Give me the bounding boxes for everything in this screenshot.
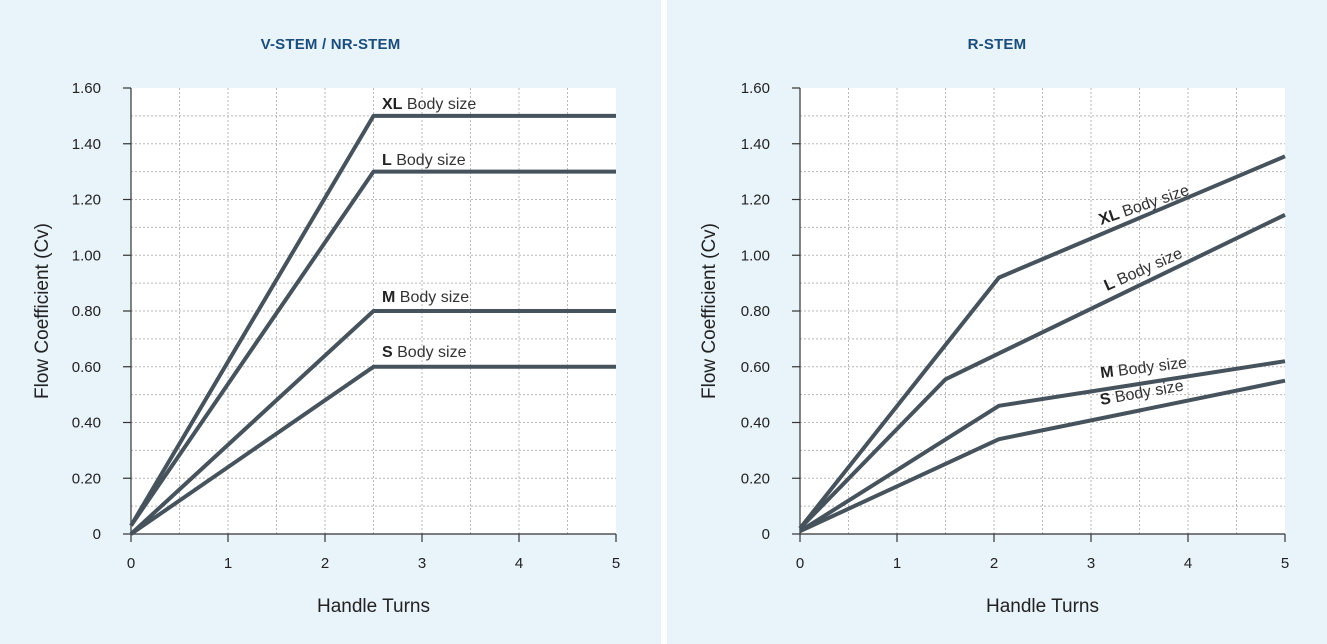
y-tick-label: 0.20 — [72, 470, 101, 487]
series-line-s — [129, 364, 616, 536]
chart-panel-r-stem: R-STEM 0 0.20 0.40 0.60 0.80 1.00 1.20 1.40 1.60… — [667, 0, 1327, 644]
x-tick-label: 5 — [1281, 555, 1289, 572]
y-tick-label: 0.20 — [741, 470, 770, 487]
series-label-m: M Body size — [382, 289, 469, 306]
y-axis-label: Flow Coefficient (Cv) — [699, 223, 720, 399]
series-label-xl: XL Body size — [382, 96, 476, 113]
y-tick-label: 1.60 — [741, 80, 770, 97]
y-tick-label: 0 — [93, 526, 101, 543]
y-tick-label: 1.00 — [741, 247, 770, 264]
x-tick-label: 3 — [418, 555, 426, 572]
series-size-label: M — [1099, 363, 1114, 381]
y-tick-label: 0.80 — [72, 303, 101, 320]
chart-title: V-STEM / NR-STEM — [260, 36, 401, 53]
chart-panel-v-stem: V-STEM / NR-STEM 0 0.20 0.40 0.60 0.80 1.00 1.… — [0, 0, 661, 644]
chart-title: R-STEM — [967, 36, 1027, 53]
series-label-s: S Body size — [382, 344, 467, 361]
x-tick-label: 3 — [1087, 555, 1095, 572]
series-size-label: S — [382, 344, 393, 361]
series-line-s — [799, 378, 1286, 534]
series-line-l — [129, 169, 616, 527]
series-line-l — [798, 213, 1286, 530]
x-tick-label: 2 — [321, 555, 329, 572]
series-line-m — [798, 359, 1286, 533]
line-chart-v-stem: 0 0.20 0.40 0.60 0.80 1.00 1.20 1.40 1.60 0 1 2 3 4 5 H… — [32, 80, 620, 617]
series-name-label: Body size — [402, 96, 476, 113]
y-tick-label: 1.60 — [72, 80, 101, 97]
x-tick-label: 2 — [990, 555, 998, 572]
x-axis-label: Handle Turns — [317, 596, 430, 617]
series-size-label: XL — [1097, 206, 1122, 229]
x-tick-label: 0 — [127, 555, 135, 572]
y-tick-label: 0.40 — [741, 415, 770, 432]
x-tick-label: 0 — [796, 555, 804, 572]
series-size-label: L — [382, 152, 392, 169]
series-line-xl — [798, 154, 1286, 530]
x-tick-label: 1 — [224, 555, 232, 572]
y-tick-label: 0.40 — [72, 415, 101, 432]
y-tick-label: 0 — [762, 526, 770, 543]
series-name-label: Body size — [392, 152, 466, 169]
series-size-label: M — [382, 289, 395, 306]
x-tick-label: 1 — [893, 555, 901, 572]
x-tick-label: 5 — [612, 555, 620, 572]
x-tick-label: 4 — [1184, 555, 1192, 572]
series-size-label: S — [1099, 390, 1113, 409]
y-tick-label: 0.60 — [741, 359, 770, 376]
y-tick-label: 1.20 — [72, 192, 101, 209]
y-axis-label: Flow Coefficient (Cv) — [32, 223, 53, 399]
series-name-label: Body size — [395, 289, 469, 306]
series-label-l: L Body size — [382, 152, 466, 169]
y-tick-label: 1.20 — [741, 192, 770, 209]
x-tick-label: 4 — [515, 555, 523, 572]
y-tick-label: 1.40 — [72, 136, 101, 153]
series-line-xl — [129, 113, 616, 527]
series-line-m — [129, 309, 616, 536]
y-tick-label: 0.80 — [741, 303, 770, 320]
x-axis-label: Handle Turns — [986, 596, 1099, 617]
y-tick-label: 0.60 — [72, 359, 101, 376]
y-tick-label: 1.40 — [741, 136, 770, 153]
series-name-label: Body size — [393, 344, 467, 361]
y-tick-label: 1.00 — [72, 247, 101, 264]
line-chart-r-stem: 0 0.20 0.40 0.60 0.80 1.00 1.20 1.40 1.60 0 1 2 3 4 5 H… — [699, 80, 1289, 617]
series-size-label: XL — [382, 96, 403, 113]
